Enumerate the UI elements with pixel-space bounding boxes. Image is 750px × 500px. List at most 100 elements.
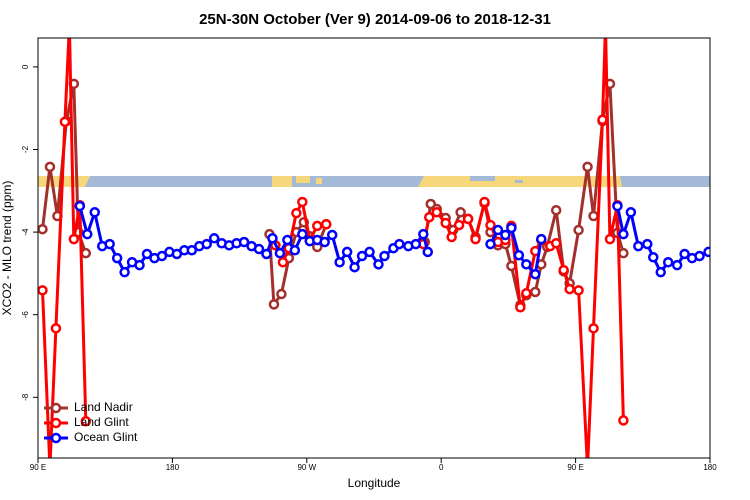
data-point [588, 323, 599, 334]
y-axis-label: XCO2 - MLO trend (ppm) [0, 181, 14, 316]
data-point [597, 114, 608, 126]
data-point [312, 220, 323, 232]
data-point [341, 246, 353, 258]
data-point [485, 238, 496, 250]
data-point [38, 285, 48, 296]
data-point [201, 238, 212, 250]
data-point [394, 238, 405, 250]
x-tick-label: 0 [439, 463, 444, 472]
data-point [530, 286, 541, 298]
data-point [410, 238, 422, 250]
data-point [558, 264, 569, 276]
data-point [82, 228, 93, 240]
data-point [68, 233, 80, 245]
data-point [268, 299, 280, 310]
data-point [289, 245, 301, 256]
data-point [564, 283, 575, 295]
data-point [530, 268, 541, 280]
data-point [536, 233, 547, 245]
plot-frame [37, 37, 711, 459]
data-point [662, 256, 674, 268]
y-tick-label: -8 [21, 393, 30, 401]
data-point [141, 248, 153, 260]
data-point [50, 323, 62, 334]
data-point [633, 240, 644, 252]
data-point [625, 207, 637, 218]
data-point [276, 288, 287, 300]
x-tick-label: 90 E [567, 463, 583, 472]
plot-area [38, 22, 710, 471]
legend-label: Land Nadir [74, 400, 133, 414]
data-point [500, 229, 511, 241]
legend-label: Land Glint [74, 415, 129, 429]
data-point [253, 243, 265, 255]
data-point [186, 245, 198, 256]
y-tick-label: -2 [21, 145, 30, 153]
data-point [379, 250, 390, 262]
data-point [694, 250, 705, 262]
data-point [156, 250, 168, 262]
data-point [208, 233, 220, 244]
data-point [89, 207, 100, 218]
data-point [642, 238, 653, 250]
data-point [119, 266, 130, 278]
data-point [604, 233, 616, 245]
data-point [618, 228, 629, 240]
x-tick-label: 180 [166, 463, 180, 472]
data-point [479, 196, 490, 208]
data-point [274, 247, 286, 259]
data-point [291, 207, 302, 219]
data-point [679, 248, 690, 260]
y-tick-label: -6 [21, 311, 30, 319]
data-point [38, 223, 48, 235]
data-point [297, 228, 308, 240]
data-point [334, 256, 345, 268]
data-point [424, 211, 435, 223]
data-point [573, 224, 584, 236]
data-point [584, 463, 592, 471]
data-point [550, 238, 562, 249]
data-point [521, 287, 532, 299]
data-point [349, 261, 360, 273]
data-point [320, 219, 332, 230]
data-point [65, 22, 73, 30]
data-point [601, 22, 609, 30]
data-point [431, 207, 442, 218]
y-tick-label: 0 [21, 64, 30, 69]
data-point [267, 233, 278, 244]
data-point [582, 161, 593, 173]
data-point [470, 233, 481, 245]
data-point [134, 259, 145, 271]
data-point [573, 285, 584, 296]
x-tick-label: 90 E [30, 463, 46, 472]
data-point [326, 229, 338, 241]
data-point [492, 224, 504, 236]
data-point [319, 236, 330, 248]
data-point [515, 302, 526, 313]
y-tick-label: -4 [21, 228, 30, 236]
data-point [671, 259, 683, 271]
data-point [618, 247, 629, 259]
data-point [261, 248, 272, 260]
data-point [80, 247, 92, 259]
data-point [418, 228, 429, 240]
legend-marker [50, 402, 62, 414]
data-point [104, 238, 115, 250]
data-point [485, 219, 496, 231]
data-point [612, 200, 623, 212]
data-point [373, 259, 384, 270]
data-point [588, 210, 599, 222]
legend-marker [50, 417, 62, 429]
data-point [440, 217, 451, 229]
data-point [59, 116, 71, 128]
legend-marker [50, 432, 62, 444]
data-point [648, 252, 659, 263]
data-point [618, 415, 629, 426]
x-tick-label: 90 W [297, 463, 316, 472]
data-point [297, 196, 308, 208]
chart-title: 25N-30N October (Ver 9) 2014-09-06 to 20… [199, 11, 551, 28]
data-point [356, 250, 368, 262]
data-point [364, 246, 375, 258]
legend-label: Ocean Glint [74, 430, 138, 444]
